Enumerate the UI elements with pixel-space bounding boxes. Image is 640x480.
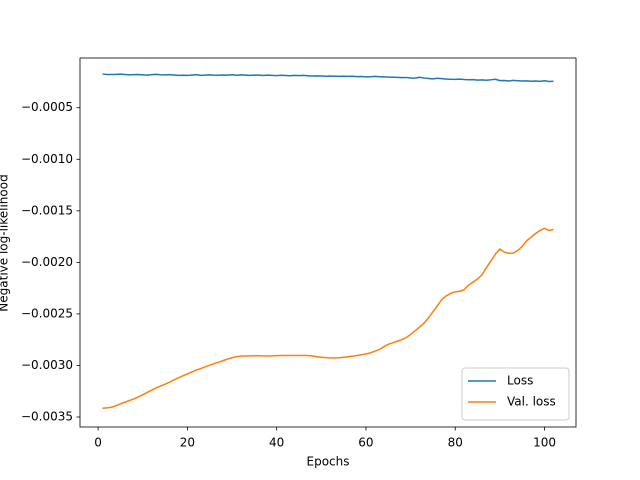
x-tick-label: 80 [448,436,463,450]
legend-label: Loss [507,374,533,388]
y-tick-label: −0.0030 [21,358,73,372]
y-tick-label: −0.0035 [21,410,73,424]
x-tick-label: 0 [94,436,102,450]
legend-label: Val. loss [507,395,556,409]
x-tick-label: 100 [533,436,556,450]
y-tick-label: −0.0025 [21,306,73,320]
x-tick-label: 40 [269,436,284,450]
series-line [102,227,554,409]
series-line [102,73,554,83]
y-axis-label: Negative log-likelihood [0,174,11,311]
y-tick-label: −0.0020 [21,255,73,269]
y-tick-label: −0.0005 [21,100,73,114]
y-tick-label: −0.0010 [21,152,73,166]
y-tick-label: −0.0015 [21,203,73,217]
x-tick-label: 20 [180,436,195,450]
x-axis-label: Epochs [307,455,350,469]
x-tick-label: 60 [358,436,373,450]
plot-frame [79,57,577,428]
